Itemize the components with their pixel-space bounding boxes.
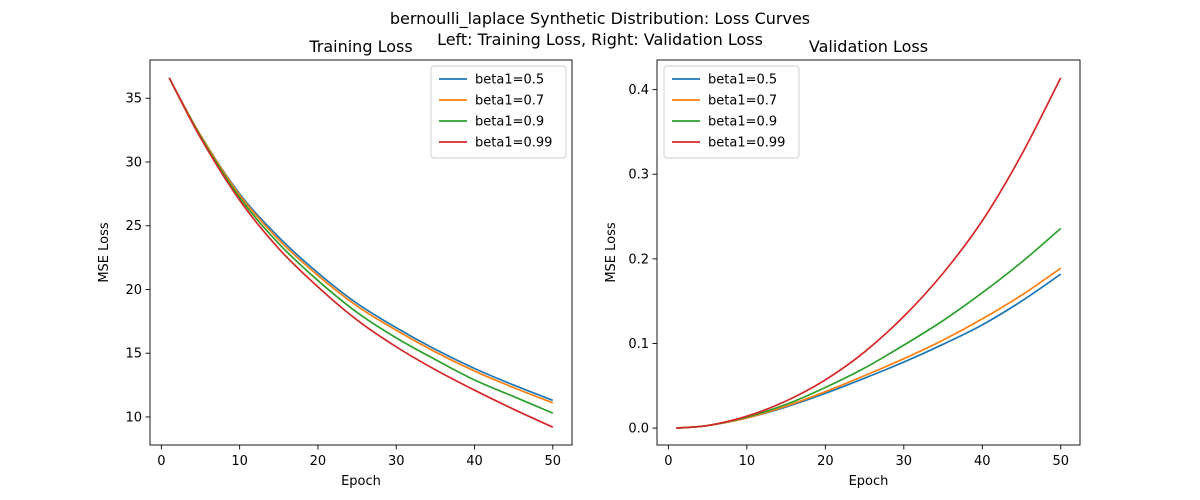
legend-box	[430, 65, 567, 159]
legend-panel-0: beta1=0.5 beta1=0.7 beta1=0.9 beta1=0.99	[430, 65, 567, 159]
x-tick-label: 20	[817, 454, 834, 469]
x-tick-label: 40	[466, 454, 483, 469]
y-tick-label: 30	[125, 155, 142, 170]
legend-label-beta1-0-7: beta1=0.7	[708, 94, 777, 109]
x-axis-label-panel-0: Epoch	[341, 474, 381, 489]
legend-panel-1: beta1=0.5 beta1=0.7 beta1=0.9 beta1=0.99	[663, 65, 800, 159]
legend-label-beta1-0-5: beta1=0.5	[708, 73, 777, 88]
series-line-beta1-0-9-panel-1	[676, 227, 1062, 429]
training-loss-panel: 0 10 20 30 40 50 10 15 20 25 30 35 Training Loss Epoc…	[97, 37, 573, 489]
legend-label-beta1-0-99: beta1=0.99	[475, 136, 552, 151]
x-tick-label: 10	[739, 454, 756, 469]
y-tick-label: 0.0	[628, 422, 649, 437]
y-tick-label: 0.1	[628, 337, 649, 352]
y-tick-label: 25	[125, 219, 142, 234]
y-tick-label: 15	[125, 347, 142, 362]
series-line-beta1-0-99-panel-0	[168, 77, 554, 428]
y-tick-label: 0.2	[628, 252, 649, 267]
legend-label-beta1-0-7: beta1=0.7	[475, 94, 544, 109]
y-tick-label: 0.3	[628, 168, 649, 183]
series-line-beta1-0-5-panel-1	[676, 273, 1062, 429]
y-tick-label: 20	[125, 283, 142, 298]
validation-loss-panel: 0 10 20 30 40 50 0.0 0.1 0.2 0.3 0.4 Validation Los…	[604, 37, 1081, 489]
x-tick-label: 0	[157, 454, 165, 469]
x-tick-label: 0	[664, 454, 672, 469]
figure-suptitle-line2: Left: Training Loss, Right: Validation L…	[437, 30, 763, 49]
x-tick-label: 50	[545, 454, 562, 469]
x-tick-label: 50	[1052, 454, 1069, 469]
y-tick-label: 35	[125, 92, 142, 107]
legend-label-beta1-0-5: beta1=0.5	[475, 73, 544, 88]
legend-label-beta1-0-9: beta1=0.9	[708, 115, 777, 130]
legend-label-beta1-0-9: beta1=0.9	[475, 115, 544, 130]
x-tick-label: 10	[231, 454, 248, 469]
series-line-beta1-0-99-panel-1	[676, 77, 1062, 429]
legend-box	[663, 65, 800, 159]
series-line-beta1-0-7-panel-0	[168, 77, 554, 404]
x-axis-label-panel-1: Epoch	[849, 474, 889, 489]
y-tick-label: 0.4	[628, 83, 649, 98]
axes-title-panel-0: Training Loss	[308, 37, 412, 56]
y-tick-label: 10	[125, 410, 142, 425]
legend-label-beta1-0-99: beta1=0.99	[708, 136, 785, 151]
y-axis-label-panel-0: MSE Loss	[97, 222, 112, 283]
x-tick-label: 30	[388, 454, 405, 469]
x-tick-label: 20	[310, 454, 327, 469]
axes-frame-panel-1	[656, 59, 1081, 446]
series-line-beta1-0-9-panel-0	[168, 77, 554, 414]
x-tick-label: 30	[896, 454, 913, 469]
axes-title-panel-1: Validation Loss	[809, 37, 928, 56]
figure-suptitle-line1: bernoulli_laplace Synthetic Distribution…	[390, 9, 810, 29]
axes-frame-panel-0	[149, 59, 573, 446]
y-axis-label-panel-1: MSE Loss	[604, 222, 619, 283]
x-tick-label: 40	[974, 454, 991, 469]
